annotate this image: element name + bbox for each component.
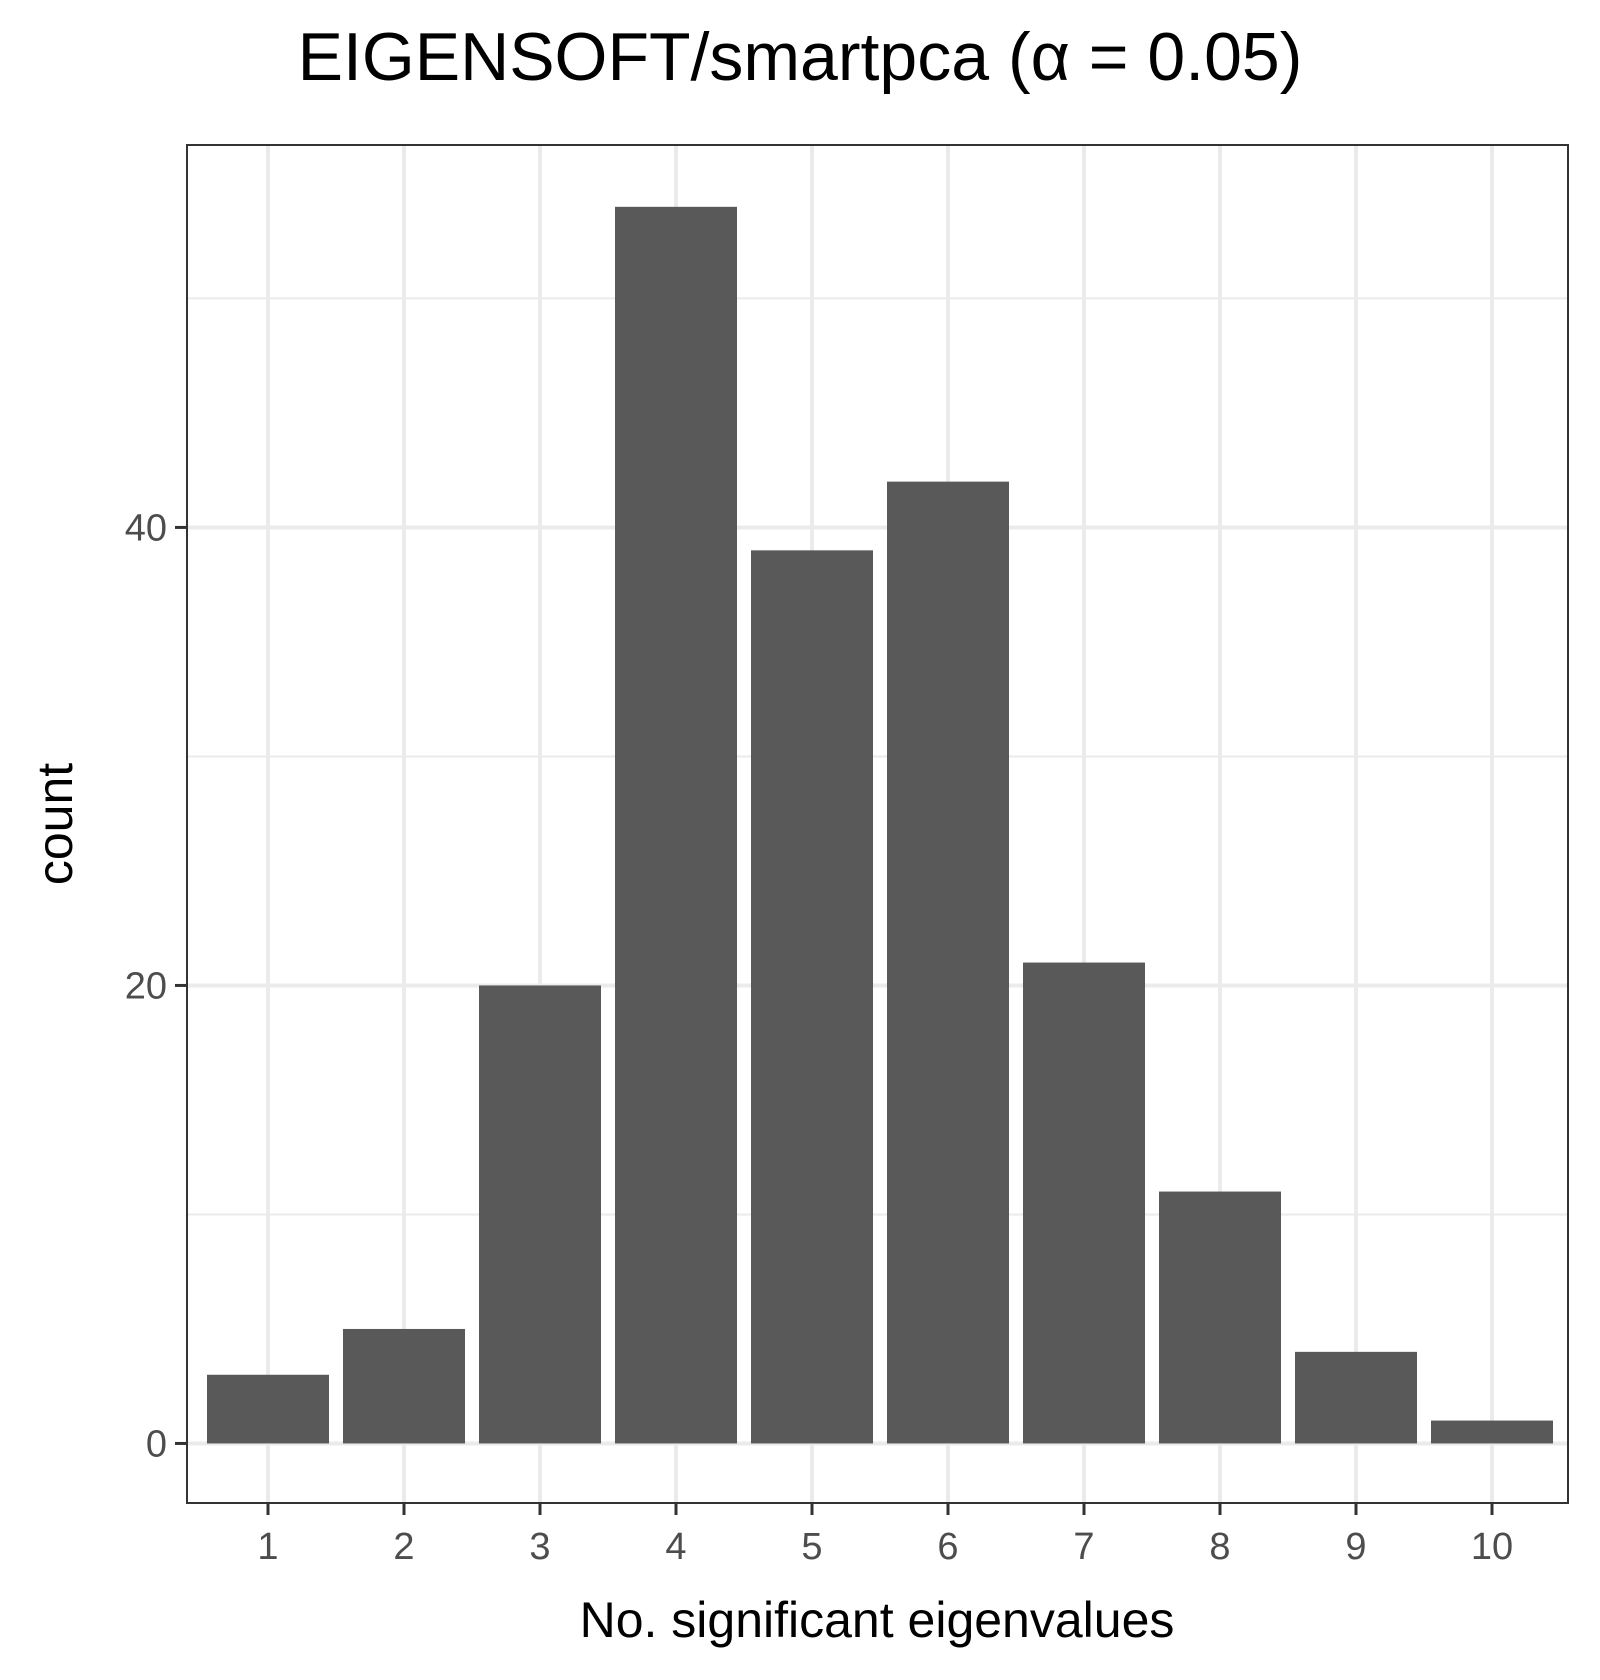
chart-title: EIGENSOFT/smartpca (α = 0.05) <box>297 19 1303 95</box>
bar <box>1023 962 1145 1444</box>
x-axis: 1 2 3 4 5 6 7 8 9 10 <box>257 1503 1513 1568</box>
bar <box>1431 1420 1553 1444</box>
y-tick-label: 40 <box>125 507 167 549</box>
x-tick-label: 6 <box>937 1526 958 1568</box>
x-axis-title: No. significant eigenvalues <box>580 1592 1175 1648</box>
x-tick-label: 4 <box>665 1526 686 1568</box>
panel-border <box>186 144 1569 1504</box>
bar <box>615 206 737 1444</box>
y-axis-title: count <box>27 763 83 885</box>
y-tick-label: 20 <box>125 965 167 1007</box>
bar <box>887 481 1009 1444</box>
x-tick-label: 2 <box>393 1526 414 1568</box>
bar <box>207 1374 329 1444</box>
x-tick-label: 8 <box>1209 1526 1230 1568</box>
x-tick-label: 5 <box>801 1526 822 1568</box>
y-axis: 0 20 40 <box>125 507 187 1465</box>
panel-background <box>187 145 1568 1503</box>
x-tick-label: 3 <box>529 1526 550 1568</box>
bar <box>751 550 873 1444</box>
bar <box>343 1328 465 1444</box>
y-tick-label: 0 <box>146 1423 167 1465</box>
bar <box>1159 1191 1281 1444</box>
x-tick-label: 1 <box>257 1526 278 1568</box>
x-tick-label: 10 <box>1471 1526 1513 1568</box>
x-tick-label: 7 <box>1073 1526 1094 1568</box>
bars <box>207 206 1553 1444</box>
bar <box>1295 1351 1417 1444</box>
bar <box>479 985 601 1444</box>
x-tick-label: 9 <box>1345 1526 1366 1568</box>
